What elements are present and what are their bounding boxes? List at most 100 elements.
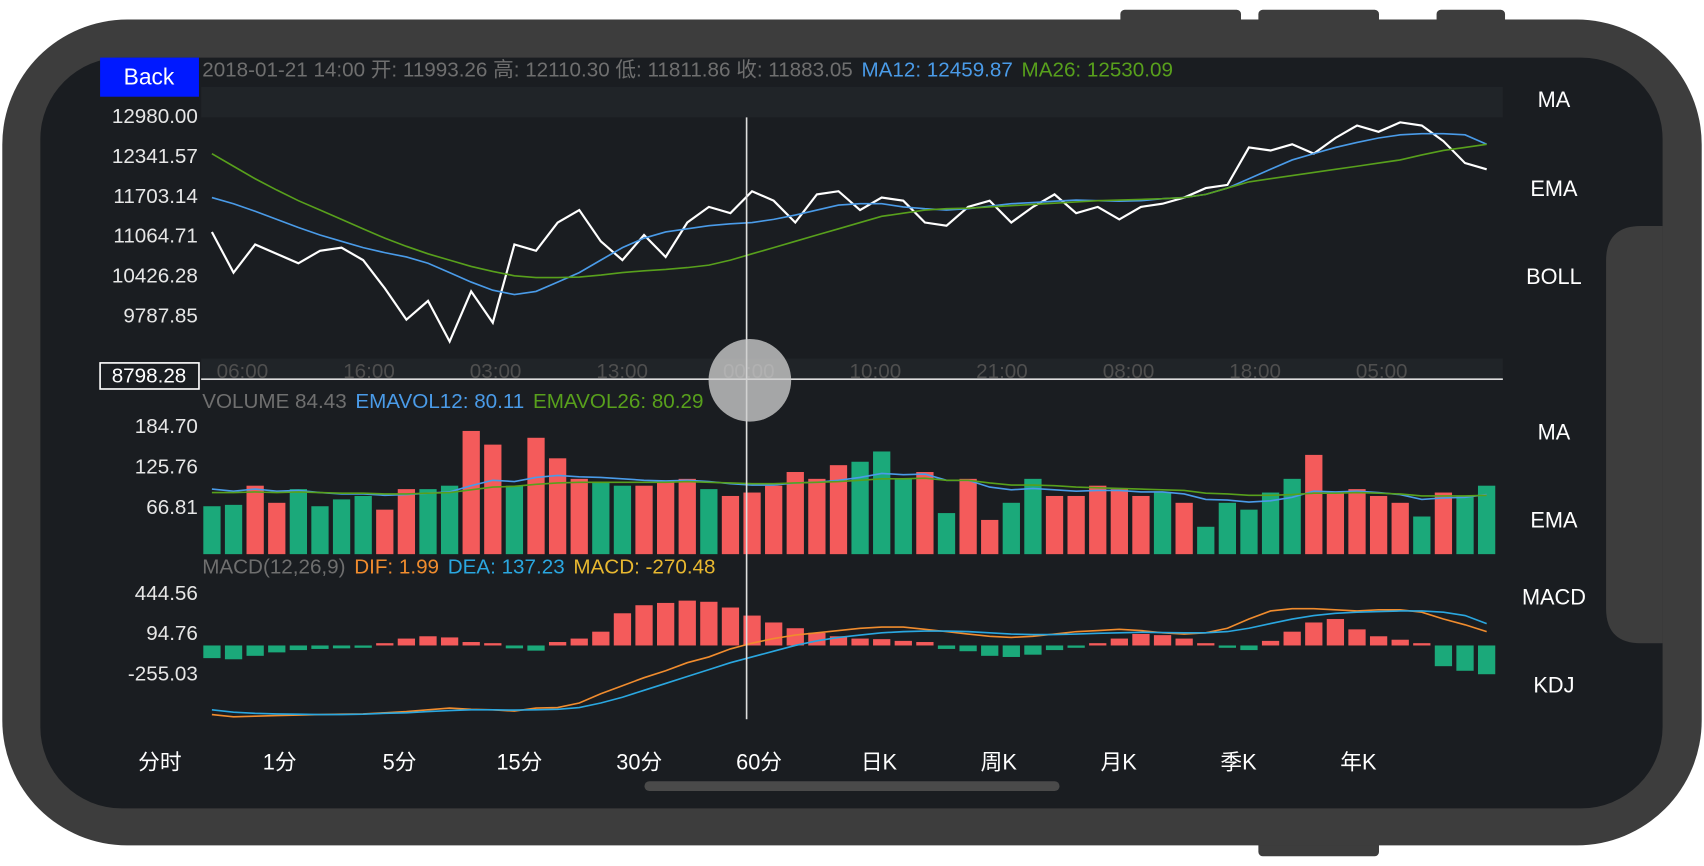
info-title: VOLUME 84.43 — [202, 391, 346, 414]
bar — [1369, 495, 1388, 555]
bar — [678, 600, 696, 646]
bar — [1305, 622, 1323, 646]
crosshair-label: 8798.28 — [112, 364, 187, 387]
bar — [743, 492, 761, 555]
bar — [873, 451, 891, 555]
bar — [1305, 454, 1323, 555]
bar — [376, 509, 394, 555]
line — [211, 132, 1487, 296]
legend-entry: DEA: 137.23 — [448, 556, 565, 579]
side-button[interactable]: EMA — [1530, 176, 1578, 201]
side-button[interactable]: KDJ — [1533, 672, 1574, 697]
bar — [1153, 635, 1172, 646]
line — [211, 610, 1487, 716]
bar — [1218, 645, 1237, 648]
screen — [40, 57, 1663, 809]
home-indicator — [644, 781, 1060, 792]
notch — [1606, 226, 1663, 644]
bar — [1067, 645, 1085, 648]
bar — [1175, 502, 1193, 555]
period-tab[interactable]: 日K — [861, 750, 898, 775]
y-tick-label: 11703.14 — [113, 185, 198, 208]
back-button[interactable] — [100, 57, 199, 97]
period-tab[interactable]: 年K — [1340, 750, 1377, 775]
bar — [1456, 495, 1474, 555]
bar — [1434, 492, 1453, 555]
side-button[interactable]: EMA — [1530, 507, 1578, 532]
bar — [1283, 631, 1301, 646]
bar — [354, 645, 372, 648]
period-tab[interactable]: 周K — [981, 750, 1018, 775]
bar — [505, 485, 524, 555]
bar — [981, 519, 999, 555]
bar — [1240, 645, 1258, 651]
y-tick-label: 94.76 — [146, 622, 198, 645]
period-tab[interactable]: 30分 — [616, 750, 662, 775]
period-tab[interactable]: 60分 — [736, 750, 782, 775]
bar — [700, 601, 718, 646]
bar — [765, 485, 783, 555]
bar — [851, 461, 869, 555]
side-button[interactable]: MA — [1538, 419, 1571, 444]
period-tab[interactable]: 月K — [1101, 750, 1138, 775]
bar — [786, 628, 804, 646]
period-tab[interactable]: 1分 — [263, 750, 297, 775]
bar — [635, 485, 653, 555]
bar — [1110, 638, 1128, 646]
bar — [1132, 633, 1150, 646]
bar — [527, 645, 545, 651]
bar — [1240, 509, 1258, 555]
bar — [1045, 645, 1064, 651]
bar — [1197, 526, 1215, 555]
bar — [959, 478, 977, 555]
back-label[interactable]: Back — [124, 63, 175, 89]
touch-indicator — [708, 339, 792, 422]
legend-entry: DIF: 1.99 — [354, 556, 439, 579]
bar — [570, 478, 588, 555]
period-tab[interactable]: 季K — [1220, 750, 1257, 775]
period-tab[interactable]: 分时 — [138, 750, 181, 775]
bar — [959, 645, 977, 652]
bar — [548, 642, 567, 646]
bar — [916, 472, 934, 555]
side-button[interactable]: BOLL — [1526, 264, 1582, 289]
bar — [721, 607, 740, 646]
x-tick-label: 21:00 — [976, 360, 1028, 383]
bar — [981, 645, 999, 656]
y-tick-label: 125.76 — [135, 456, 198, 479]
bar — [505, 645, 524, 649]
bar — [1413, 643, 1431, 646]
x-tick-label: 05:00 — [1356, 360, 1408, 383]
bar — [419, 489, 437, 555]
bar — [894, 640, 912, 646]
bar — [246, 485, 264, 555]
bar — [397, 638, 416, 646]
x-tick-label: 16:00 — [343, 360, 395, 383]
bar — [311, 506, 329, 555]
bar — [289, 645, 308, 651]
bar — [743, 615, 761, 646]
side-button[interactable]: MACD — [1522, 584, 1586, 609]
bar — [440, 485, 459, 555]
bar — [440, 637, 459, 646]
period-tab[interactable]: 15分 — [496, 750, 542, 775]
header-band — [201, 86, 1503, 118]
side-button[interactable]: MA — [1538, 87, 1571, 112]
bar — [873, 639, 891, 646]
bar — [613, 485, 632, 555]
bar — [1110, 489, 1128, 555]
bar — [570, 638, 588, 646]
time-band — [201, 358, 1503, 381]
bar — [527, 437, 545, 555]
info-line: VOLUME 84.43 EMAVOL12: 80.11 EMAVOL26: 80.… — [202, 391, 703, 414]
bar — [635, 605, 653, 646]
line — [210, 121, 1487, 345]
bar — [1456, 645, 1474, 671]
legend-entry: MACD: -270.48 — [573, 556, 715, 579]
period-tab[interactable]: 5分 — [383, 750, 417, 775]
x-tick-label: 03:00 — [470, 360, 522, 383]
bar — [1089, 643, 1107, 646]
y-tick-label: 12341.57 — [112, 145, 198, 168]
bar — [1002, 502, 1020, 555]
y-tick-label: 9787.85 — [123, 305, 198, 328]
